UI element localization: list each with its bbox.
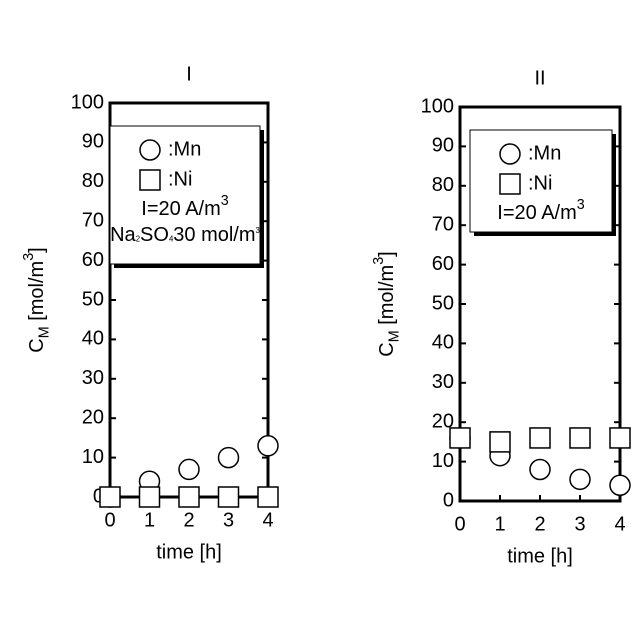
legend-label: :Ni <box>528 172 552 194</box>
figure: I010203040506070809010001234time [h]CM [… <box>0 0 640 640</box>
point <box>530 459 550 479</box>
text-part: Na <box>110 224 136 246</box>
legend-label: :Ni <box>168 168 192 190</box>
text-part: C <box>376 342 398 356</box>
point <box>450 428 470 448</box>
x-tick-label: 3 <box>574 513 585 535</box>
text-part: 3 <box>21 253 37 261</box>
annotation: Na2SO430 mol/m3 <box>110 224 260 246</box>
point <box>100 487 120 507</box>
text-part: SO <box>140 224 169 246</box>
y-tick-label: 90 <box>432 135 454 157</box>
text-part: 3 <box>221 193 229 209</box>
y-tick-label: 100 <box>421 95 454 117</box>
y-tick-label: 50 <box>432 292 454 314</box>
y-tick-label: 90 <box>82 131 104 153</box>
y-tick-label: 100 <box>71 91 104 113</box>
text-part: M <box>386 330 402 342</box>
x-tick-label: 1 <box>144 509 155 531</box>
y-tick-label: 40 <box>432 332 454 354</box>
text-part: ] <box>26 247 48 253</box>
y-tick-label: 10 <box>82 446 104 468</box>
text-part: 3 <box>577 197 585 213</box>
text-part: [mol/m <box>26 261 48 327</box>
x-tick-label: 1 <box>494 513 505 535</box>
point <box>258 436 278 456</box>
chart-title: II <box>534 67 545 89</box>
x-axis-label: time [h] <box>507 545 573 567</box>
point <box>610 428 630 448</box>
text-part: I=20 A/m <box>141 198 221 220</box>
point <box>490 432 510 452</box>
text-part: ] <box>376 251 398 257</box>
text-part: [mol/m <box>376 265 398 331</box>
y-tick-label: 80 <box>432 174 454 196</box>
point <box>140 170 160 190</box>
y-tick-label: 70 <box>432 213 454 235</box>
y-tick-label: 0 <box>443 489 454 511</box>
legend-label: :Mn <box>168 138 201 160</box>
y-tick-label: 60 <box>82 249 104 271</box>
y-axis-label: CM [mol/m3] <box>371 251 402 356</box>
point <box>219 487 239 507</box>
point <box>570 469 590 489</box>
y-tick-label: 30 <box>432 371 454 393</box>
x-tick-label: 4 <box>262 509 273 531</box>
point <box>258 487 278 507</box>
point <box>140 140 160 160</box>
legend-label: :Mn <box>528 142 561 164</box>
y-tick-label: 20 <box>82 406 104 428</box>
x-tick-label: 0 <box>104 509 115 531</box>
point <box>610 475 630 495</box>
text-part: 3 <box>256 226 260 235</box>
text-part: 30 mol/m <box>173 224 255 246</box>
point <box>179 487 199 507</box>
chart: I010203040506070809010001234time [h]CM [… <box>21 63 278 563</box>
y-tick-label: 70 <box>82 209 104 231</box>
x-axis-label: time [h] <box>156 541 222 563</box>
point <box>530 428 550 448</box>
y-tick-label: 50 <box>82 288 104 310</box>
text-part: 3 <box>371 257 387 265</box>
point <box>140 487 160 507</box>
text-part: C <box>26 338 48 352</box>
y-tick-label: 40 <box>82 328 104 350</box>
x-tick-label: 2 <box>534 513 545 535</box>
x-tick-label: 3 <box>223 509 234 531</box>
x-tick-label: 2 <box>183 509 194 531</box>
point <box>219 448 239 468</box>
point <box>500 174 520 194</box>
chart: II010203040506070809010001234time [h]CM … <box>371 67 630 567</box>
y-tick-label: 80 <box>82 170 104 192</box>
y-tick-label: 30 <box>82 367 104 389</box>
x-tick-label: 4 <box>614 513 625 535</box>
chart-title: I <box>186 63 192 85</box>
y-axis-label: CM [mol/m3] <box>21 247 52 352</box>
x-tick-label: 0 <box>454 513 465 535</box>
point <box>179 459 199 479</box>
text-part: M <box>36 326 52 338</box>
point <box>570 428 590 448</box>
y-tick-label: 60 <box>432 253 454 275</box>
point <box>500 144 520 164</box>
text-part: I=20 A/m <box>497 202 577 224</box>
y-tick-label: 10 <box>432 450 454 472</box>
